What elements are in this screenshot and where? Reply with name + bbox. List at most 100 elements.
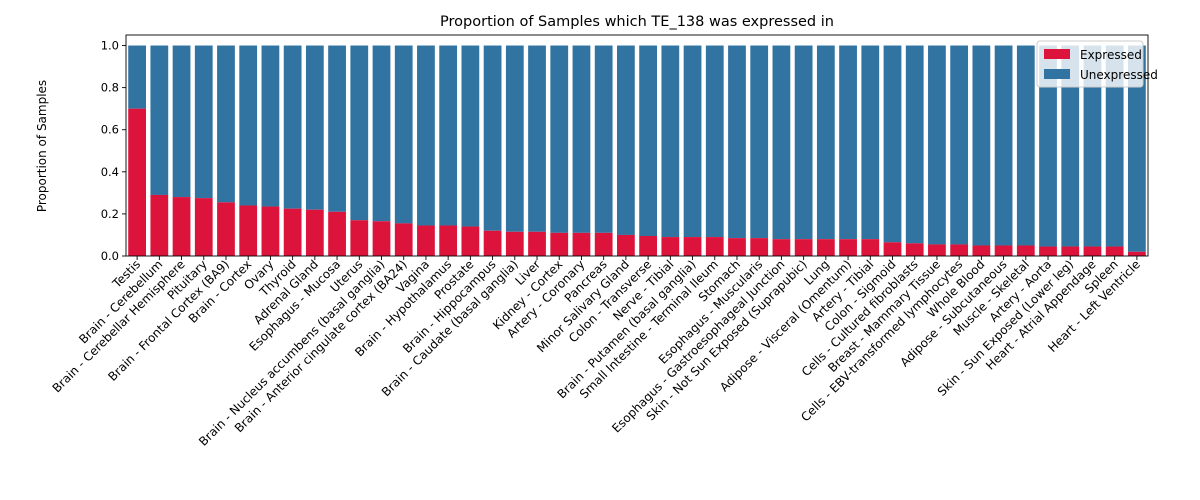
bar-unexpressed	[1061, 45, 1080, 247]
bar-expressed	[1039, 246, 1057, 256]
bar-expressed	[1016, 245, 1035, 256]
bar-unexpressed	[283, 45, 302, 209]
bar-unexpressed	[172, 45, 191, 198]
bar-expressed	[1128, 251, 1146, 256]
bar-unexpressed	[617, 45, 635, 235]
bar-expressed	[816, 239, 835, 256]
bar-unexpressed	[883, 45, 902, 243]
bar-expressed	[550, 232, 569, 256]
y-tick-label: 0.2	[101, 207, 119, 221]
bar-expressed	[150, 194, 169, 256]
y-tick-label: 0.4	[101, 165, 119, 179]
bar-unexpressed	[750, 45, 769, 239]
bar-expressed	[1105, 246, 1124, 256]
bar-expressed	[505, 231, 524, 256]
legend-swatch	[1044, 69, 1070, 79]
bar-unexpressed	[394, 45, 413, 224]
bar-unexpressed	[928, 45, 946, 245]
bar-unexpressed	[505, 45, 524, 232]
y-tick-label: 0.8	[101, 81, 119, 95]
bar-unexpressed	[261, 45, 280, 207]
bar-unexpressed	[217, 45, 235, 203]
bar-unexpressed	[550, 45, 569, 233]
bar-expressed	[928, 244, 946, 256]
bar-unexpressed	[639, 45, 657, 237]
bar-unexpressed	[816, 45, 835, 240]
bar-unexpressed	[528, 45, 546, 232]
y-tick-label: 1.0	[101, 39, 119, 53]
bar-unexpressed	[128, 45, 146, 109]
bar-expressed	[883, 242, 902, 256]
y-axis-label: Proportion of Samples	[35, 80, 49, 212]
bar-unexpressed	[372, 45, 391, 222]
bar-expressed	[239, 205, 258, 256]
chart-title: Proportion of Samples which TE_138 was e…	[440, 14, 834, 30]
y-tick-label: 0.6	[101, 123, 119, 137]
bar-expressed	[305, 209, 324, 256]
bar-expressed	[728, 238, 746, 256]
bar-unexpressed	[461, 45, 480, 227]
bar-unexpressed	[728, 45, 746, 239]
bar-expressed	[861, 239, 880, 256]
bar-expressed	[661, 237, 680, 256]
y-tick-label: 0.0	[101, 249, 119, 263]
bar-expressed	[572, 232, 591, 256]
bar-unexpressed	[683, 45, 702, 238]
bar-unexpressed	[661, 45, 680, 238]
bar-expressed	[905, 243, 924, 256]
bar-expressed	[194, 198, 213, 256]
bar-expressed	[1061, 246, 1080, 256]
bar-expressed	[972, 245, 991, 256]
bar-unexpressed	[705, 45, 724, 238]
bar-expressed	[172, 197, 191, 256]
bar-expressed	[594, 232, 613, 256]
bar-unexpressed	[1105, 45, 1124, 247]
bar-unexpressed	[572, 45, 591, 233]
bar-expressed	[439, 225, 458, 256]
bar-expressed	[350, 220, 369, 256]
bar-expressed	[705, 237, 724, 256]
bar-unexpressed	[439, 45, 458, 226]
bar-unexpressed	[994, 45, 1013, 246]
bar-unexpressed	[194, 45, 213, 199]
bar-unexpressed	[150, 45, 169, 195]
bar-expressed	[128, 108, 146, 257]
bar-expressed	[261, 206, 280, 256]
bar-unexpressed	[839, 45, 857, 240]
bar-expressed	[794, 239, 813, 256]
bar-expressed	[617, 234, 635, 256]
bar-expressed	[417, 225, 435, 256]
bar-expressed	[950, 244, 969, 256]
bar-unexpressed	[1039, 45, 1057, 247]
bar-unexpressed	[772, 45, 791, 240]
bar-expressed	[772, 239, 791, 256]
bar-expressed	[994, 245, 1013, 256]
bar-unexpressed	[1128, 45, 1146, 252]
legend-label: Unexpressed	[1080, 68, 1158, 82]
bar-unexpressed	[305, 45, 324, 210]
bar-unexpressed	[905, 45, 924, 244]
bar-unexpressed	[950, 45, 969, 245]
bar-expressed	[528, 231, 546, 256]
bar-expressed	[839, 239, 857, 256]
plot-frame	[125, 34, 1149, 257]
bar-expressed	[639, 236, 657, 256]
bar-unexpressed	[861, 45, 880, 240]
legend-swatch	[1044, 49, 1070, 59]
bar-expressed	[461, 226, 480, 256]
bar-expressed	[483, 230, 502, 256]
bar-unexpressed	[1016, 45, 1035, 246]
bar-expressed	[283, 208, 302, 256]
bar-unexpressed	[328, 45, 346, 212]
bar-unexpressed	[1083, 45, 1102, 247]
bar-unexpressed	[350, 45, 369, 221]
bar-expressed	[328, 211, 346, 256]
bar-expressed	[1083, 246, 1102, 256]
bar-unexpressed	[794, 45, 813, 240]
bar-unexpressed	[972, 45, 991, 246]
bar-expressed	[394, 223, 413, 256]
bar-unexpressed	[483, 45, 502, 231]
legend-label: Expressed	[1080, 48, 1142, 62]
bar-expressed	[750, 238, 769, 256]
